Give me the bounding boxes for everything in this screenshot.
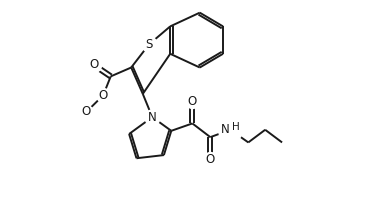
Text: N: N [221,123,229,136]
Text: O: O [82,105,91,118]
Text: H: H [232,122,240,132]
Text: N: N [148,111,157,124]
Text: O: O [98,89,108,102]
Text: O: O [206,153,215,166]
Text: S: S [145,38,153,51]
Text: O: O [188,95,197,108]
Text: O: O [89,58,98,72]
